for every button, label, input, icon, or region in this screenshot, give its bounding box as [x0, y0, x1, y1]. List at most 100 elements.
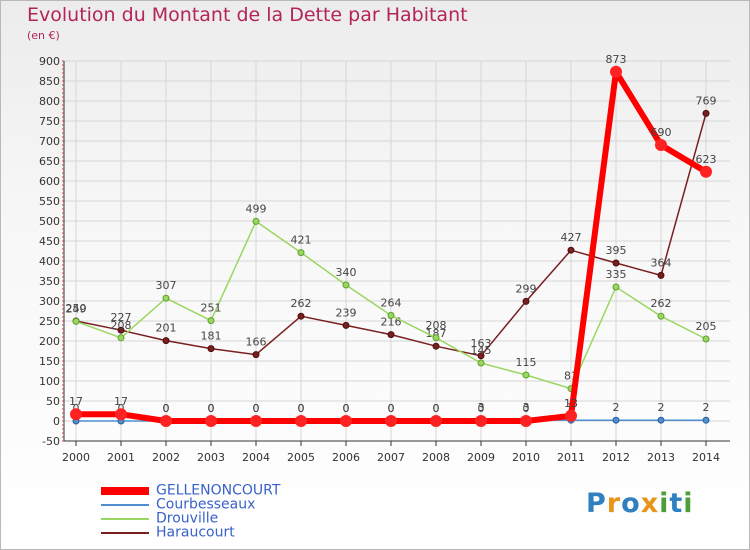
data-label-drouville: 115	[516, 356, 537, 369]
data-point-haraucourt	[477, 352, 485, 360]
legend-label: Haraucourt	[156, 524, 235, 541]
data-label-haraucourt: 427	[561, 231, 582, 244]
data-point-haraucourt	[207, 345, 215, 353]
x-tick-label: 2007	[377, 451, 405, 464]
data-point-drouville	[432, 334, 440, 342]
logo-letter: t	[669, 488, 684, 519]
data-label-gellenoncourt: 0	[253, 402, 260, 415]
data-label-gellenoncourt: 0	[343, 402, 350, 415]
data-label-gellenoncourt: 873	[606, 53, 627, 66]
x-tick-label: 2009	[467, 451, 495, 464]
y-tick-label: 550	[39, 195, 60, 208]
data-point-haraucourt	[387, 331, 395, 339]
data-point-haraucourt	[702, 109, 710, 117]
data-label-courbesseaux: 0	[343, 402, 350, 415]
x-tick-label: 2003	[197, 451, 225, 464]
x-tick-label: 2001	[107, 451, 135, 464]
chart-title: Evolution du Montant de la Dette par Hab…	[27, 4, 468, 26]
y-tick-label: 600	[39, 175, 60, 188]
data-point-drouville	[477, 359, 485, 367]
data-label-haraucourt: 364	[651, 256, 672, 269]
data-label-gellenoncourt: 13	[564, 397, 578, 410]
data-label-haraucourt: 262	[291, 297, 312, 310]
y-tick-label: 800	[39, 95, 60, 108]
data-label-gellenoncourt: 17	[114, 395, 128, 408]
data-label-haraucourt: 227	[111, 311, 132, 324]
y-tick-label: 200	[39, 335, 60, 348]
y-tick-label: -50	[42, 435, 60, 448]
x-tick-label: 2004	[242, 451, 270, 464]
data-point-drouville	[162, 294, 170, 302]
data-point-gellenoncourt	[160, 415, 172, 427]
y-tick-label: 650	[39, 155, 60, 168]
legend-label: Courbesseaux	[156, 496, 256, 513]
data-point-gellenoncourt	[70, 408, 82, 421]
y-tick-label: 50	[46, 395, 60, 408]
data-label-gellenoncourt: 690	[651, 126, 672, 139]
data-point-gellenoncourt	[340, 415, 352, 427]
data-point-haraucourt	[342, 321, 350, 329]
data-label-haraucourt: 166	[246, 336, 267, 349]
legend-swatch	[101, 517, 149, 520]
data-label-courbesseaux: 2	[613, 401, 620, 414]
y-tick-label: 100	[39, 375, 60, 388]
y-tick-label: 350	[39, 275, 60, 288]
data-label-courbesseaux: 0	[298, 402, 305, 415]
data-point-drouville	[117, 334, 125, 342]
y-tick-label: 400	[39, 255, 60, 268]
x-tick-label: 2013	[647, 451, 675, 464]
data-point-drouville	[252, 217, 260, 225]
data-point-drouville	[207, 317, 215, 325]
y-tick-label: 150	[39, 355, 60, 368]
data-point-courbesseaux	[612, 416, 620, 424]
data-label-drouville: 249	[66, 302, 87, 315]
data-label-drouville: 335	[606, 268, 627, 281]
data-point-courbesseaux	[702, 416, 710, 424]
data-label-haraucourt: 239	[336, 306, 357, 319]
y-tick-label: 500	[39, 215, 60, 228]
data-point-haraucourt	[612, 259, 620, 267]
data-label-drouville: 262	[651, 297, 672, 310]
data-label-haraucourt: 163	[471, 337, 492, 350]
x-tick-label: 2002	[152, 451, 180, 464]
data-label-haraucourt: 769	[696, 94, 717, 107]
y-tick-label: 900	[39, 55, 60, 68]
data-point-drouville	[522, 371, 530, 379]
data-label-drouville: 499	[246, 202, 267, 215]
unit-label: (en €)	[27, 29, 60, 42]
data-label-haraucourt: 187	[426, 327, 447, 340]
data-label-haraucourt: 395	[606, 244, 627, 257]
data-point-haraucourt	[567, 246, 575, 254]
legend-swatch	[101, 531, 149, 534]
legend-item: Courbesseaux	[101, 496, 280, 513]
y-tick-label: 700	[39, 135, 60, 148]
y-tick-label: 0	[53, 415, 60, 428]
data-label-drouville: 340	[336, 266, 357, 279]
data-label-gellenoncourt: 0	[433, 402, 440, 415]
data-point-gellenoncourt	[250, 415, 262, 427]
data-label-courbesseaux: 0	[433, 402, 440, 415]
legend-item: GELLENONCOURT	[101, 483, 280, 498]
logo-letter: r	[606, 488, 622, 519]
data-point-gellenoncourt	[700, 165, 712, 178]
legend-item: Haraucourt	[101, 524, 280, 541]
data-point-haraucourt	[297, 312, 305, 320]
data-label-drouville: 307	[156, 279, 177, 292]
legend: GELLENONCOURT Courbesseaux Drouville Harauc…	[101, 483, 280, 541]
data-point-courbesseaux	[657, 416, 665, 424]
logo-letter: P	[586, 488, 607, 519]
data-label-gellenoncourt: 0	[523, 402, 530, 415]
data-label-drouville: 145	[471, 344, 492, 357]
data-label-courbesseaux: 2	[658, 401, 665, 414]
y-tick-label: 750	[39, 115, 60, 128]
data-label-drouville: 251	[201, 302, 222, 315]
data-point-gellenoncourt	[430, 415, 442, 427]
logo-letter: o	[621, 488, 641, 519]
proxiti-logo: Proxiti	[586, 488, 694, 519]
data-label-haraucourt: 201	[156, 322, 177, 335]
data-point-gellenoncourt	[655, 139, 667, 151]
data-point-haraucourt	[162, 337, 170, 345]
x-tick-label: 2006	[332, 451, 360, 464]
data-point-haraucourt	[117, 326, 125, 334]
